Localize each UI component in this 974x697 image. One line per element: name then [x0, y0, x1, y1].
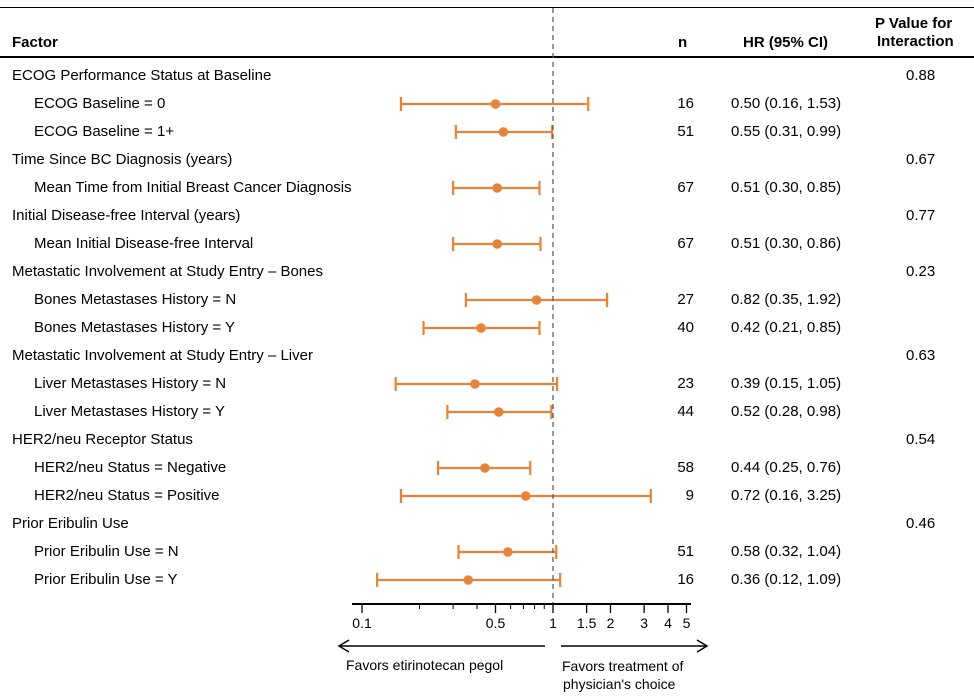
n-value: 51 [677, 543, 694, 560]
row-label: Bones Metastases History = N [34, 291, 237, 308]
header-n: n [678, 34, 688, 51]
row-label: Mean Time from Initial Breast Cancer Dia… [34, 179, 352, 196]
favors-left-label: Favors etirinotecan pegol [346, 657, 504, 673]
ci-mark [454, 125, 554, 139]
hr-ci-text: 0.42 (0.21, 0.85) [731, 319, 842, 336]
p-value: 0.23 [906, 263, 936, 280]
ci-mark [457, 545, 558, 559]
group-label: Metastatic Involvement at Study Entry – … [12, 263, 323, 280]
x-tick-label: 1 [549, 615, 557, 631]
hr-point [470, 379, 480, 389]
hr-point [480, 463, 490, 473]
group-label: Initial Disease-free Interval (years) [12, 207, 241, 224]
hr-ci-text: 0.82 (0.35, 1.92) [731, 291, 842, 308]
hr-ci-text: 0.58 (0.32, 1.04) [731, 543, 842, 560]
hr-ci-text: 0.72 (0.16, 3.25) [731, 487, 842, 504]
group-label: HER2/neu Receptor Status [12, 431, 193, 448]
hr-point [463, 575, 474, 585]
hr-ci-text: 0.39 (0.15, 1.05) [731, 375, 842, 392]
n-value: 27 [677, 291, 694, 308]
n-value: 67 [677, 235, 694, 252]
n-value: 51 [677, 123, 694, 140]
row-label: Prior Eribulin Use = N [34, 543, 179, 560]
ci-mark [452, 181, 541, 195]
ci-mark [452, 237, 542, 251]
header-rule [0, 56, 974, 58]
hr-point [531, 295, 542, 305]
p-value: 0.88 [906, 67, 936, 84]
hr-point [492, 239, 502, 249]
ci-mark [376, 573, 562, 587]
hr-ci-text: 0.51 (0.30, 0.85) [731, 179, 842, 196]
header-p-line2: Interaction [877, 33, 954, 50]
ci-mark [436, 461, 532, 475]
favors-right-label-line1: Favors treatment of [562, 658, 684, 674]
n-value: 67 [677, 179, 694, 196]
row-label: ECOG Baseline = 1+ [34, 123, 175, 140]
hr-point [493, 407, 504, 417]
header-p-line1: P Value for [875, 15, 953, 32]
hr-point [503, 547, 513, 557]
x-tick-label: 1.5 [577, 615, 597, 631]
row-label: HER2/neu Status = Negative [34, 459, 227, 476]
n-value: 44 [677, 403, 694, 420]
p-value: 0.67 [906, 151, 936, 168]
n-value: 9 [685, 487, 694, 504]
ci-mark [422, 321, 541, 335]
top-rule [0, 7, 974, 8]
row-label: Prior Eribulin Use = Y [34, 571, 178, 588]
ci-mark [464, 293, 609, 307]
n-value: 16 [677, 95, 694, 112]
p-value: 0.54 [906, 431, 936, 448]
x-tick-label: 5 [683, 615, 691, 631]
hr-point [476, 323, 486, 333]
n-value: 16 [677, 571, 694, 588]
x-tick-label: 4 [664, 615, 672, 631]
group-label: Time Since BC Diagnosis (years) [12, 151, 233, 168]
ci-mark [446, 405, 553, 419]
hr-ci-text: 0.44 (0.25, 0.76) [731, 459, 842, 476]
x-tick-label: 0.5 [486, 615, 506, 631]
p-value: 0.46 [906, 515, 936, 532]
group-label: Prior Eribulin Use [12, 515, 129, 532]
n-value: 23 [677, 375, 694, 392]
x-tick-label: 3 [640, 615, 648, 631]
hr-ci-text: 0.52 (0.28, 0.98) [731, 403, 842, 420]
p-value: 0.63 [906, 347, 936, 364]
row-label: Bones Metastases History = Y [34, 319, 236, 336]
x-tick-label: 0.1 [352, 615, 372, 631]
n-value: 40 [677, 319, 694, 336]
header-factor: Factor [12, 34, 58, 51]
row-label: Liver Metastases History = N [34, 375, 227, 392]
favors-right-arrowhead [696, 639, 709, 653]
row-label: ECOG Baseline = 0 [34, 95, 166, 112]
hr-point [492, 183, 502, 193]
hr-ci-text: 0.55 (0.31, 0.99) [731, 123, 842, 140]
favors-right-label-line2: physician's choice [563, 676, 676, 692]
p-value: 0.77 [906, 207, 936, 224]
n-value: 58 [677, 459, 694, 476]
hr-point [490, 99, 501, 109]
group-label: ECOG Performance Status at Baseline [12, 67, 272, 84]
group-label: Metastatic Involvement at Study Entry – … [12, 347, 313, 364]
hr-point [520, 491, 531, 501]
row-label: Mean Initial Disease-free Interval [34, 235, 254, 252]
ci-mark [399, 489, 652, 503]
hr-ci-text: 0.51 (0.30, 0.86) [731, 235, 842, 252]
ci-mark [394, 377, 559, 391]
hr-ci-text: 0.36 (0.12, 1.09) [731, 571, 842, 588]
x-tick-label: 2 [607, 615, 615, 631]
row-label: HER2/neu Status = Positive [34, 487, 220, 504]
header-hr: HR (95% CI) [743, 34, 829, 51]
hr-point [498, 127, 509, 137]
ci-mark [399, 97, 590, 111]
hr-ci-text: 0.50 (0.16, 1.53) [731, 95, 842, 112]
row-label: Liver Metastases History = Y [34, 403, 226, 420]
favors-left-arrowhead [337, 639, 350, 653]
